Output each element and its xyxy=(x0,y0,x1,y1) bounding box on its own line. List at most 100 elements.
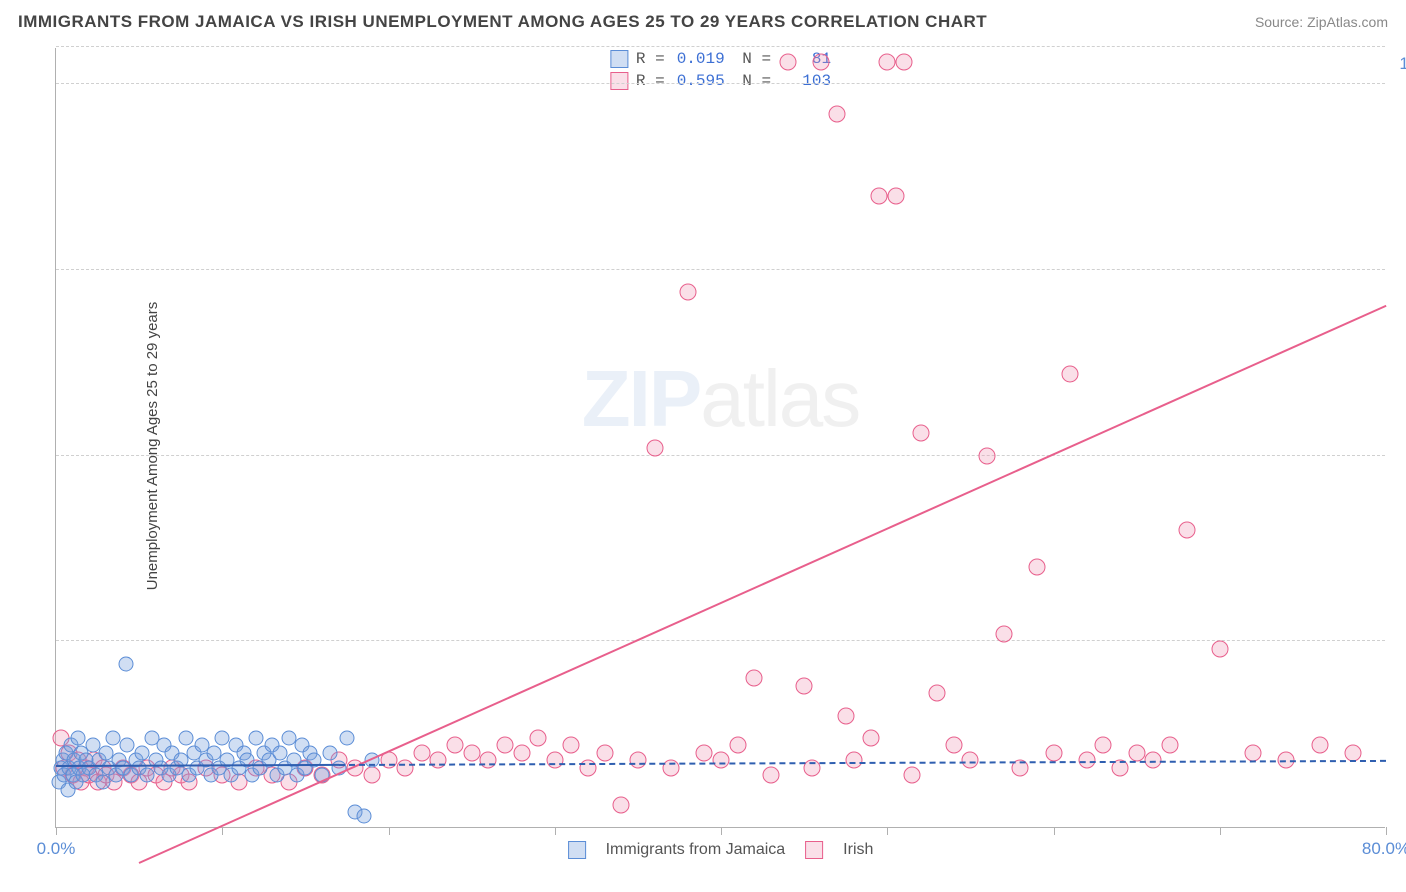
scatter-point xyxy=(108,768,123,783)
scatter-point xyxy=(945,737,962,754)
scatter-point xyxy=(114,759,131,776)
scatter-point xyxy=(1028,559,1045,576)
scatter-point xyxy=(247,759,264,776)
scatter-point xyxy=(215,730,230,745)
scatter-point xyxy=(1344,744,1361,761)
regression-line xyxy=(339,760,1386,766)
scatter-point xyxy=(363,767,380,784)
scatter-point xyxy=(123,768,138,783)
scatter-point xyxy=(912,425,929,442)
scatter-point xyxy=(195,738,210,753)
scatter-point xyxy=(197,759,214,776)
scatter-point xyxy=(120,738,135,753)
scatter-point xyxy=(248,730,263,745)
scatter-point xyxy=(89,774,106,791)
scatter-point xyxy=(211,760,226,775)
scatter-point xyxy=(1062,365,1079,382)
scatter-point xyxy=(53,760,68,775)
scatter-point xyxy=(182,768,197,783)
legend-label-series1: Immigrants from Jamaica xyxy=(606,841,786,859)
stats-row-series2: R =0.595 N =103 xyxy=(610,70,831,92)
scatter-point xyxy=(596,744,613,761)
regression-line xyxy=(139,305,1387,864)
scatter-point xyxy=(245,768,260,783)
scatter-point xyxy=(1178,521,1195,538)
scatter-point xyxy=(88,768,103,783)
scatter-point xyxy=(61,744,78,761)
gridline-horizontal xyxy=(56,455,1385,456)
scatter-point xyxy=(253,760,268,775)
scatter-point xyxy=(895,53,912,70)
scatter-point xyxy=(63,738,78,753)
scatter-point xyxy=(1095,737,1112,754)
scatter-point xyxy=(713,752,730,769)
scatter-point xyxy=(186,745,201,760)
x-tick xyxy=(1220,827,1221,835)
scatter-point xyxy=(281,730,296,745)
scatter-point xyxy=(106,774,123,791)
scatter-point xyxy=(580,759,597,776)
scatter-point xyxy=(231,760,246,775)
scatter-point xyxy=(52,775,67,790)
scatter-point xyxy=(181,774,198,791)
scatter-point xyxy=(85,738,100,753)
scatter-point xyxy=(356,808,371,823)
legend-label-series2: Irish xyxy=(843,841,873,859)
scatter-point xyxy=(870,187,887,204)
x-tick xyxy=(555,827,556,835)
scatter-point xyxy=(77,759,94,776)
scatter-point xyxy=(397,759,414,776)
scatter-point xyxy=(230,774,247,791)
scatter-point xyxy=(52,729,69,746)
watermark: ZIPatlas xyxy=(582,353,859,445)
scatter-point xyxy=(762,767,779,784)
scatter-point xyxy=(430,752,447,769)
scatter-point xyxy=(323,745,338,760)
x-tick xyxy=(1054,827,1055,835)
scatter-point xyxy=(546,752,563,769)
scatter-point xyxy=(303,745,318,760)
swatch-blue xyxy=(610,50,628,68)
scatter-point xyxy=(153,760,168,775)
scatter-point xyxy=(82,760,97,775)
x-tick xyxy=(887,827,888,835)
scatter-point xyxy=(75,768,90,783)
scatter-point xyxy=(81,767,98,784)
scatter-point xyxy=(629,752,646,769)
scatter-point xyxy=(214,767,231,784)
scatter-point xyxy=(57,768,72,783)
scatter-point xyxy=(663,759,680,776)
scatter-point xyxy=(102,760,117,775)
scatter-point xyxy=(270,768,285,783)
scatter-point xyxy=(348,805,363,820)
scatter-point xyxy=(73,745,88,760)
scatter-point xyxy=(157,738,172,753)
x-tick xyxy=(222,827,223,835)
scatter-point xyxy=(140,768,155,783)
scatter-point xyxy=(145,730,160,745)
scatter-point xyxy=(679,284,696,301)
x-tick xyxy=(56,827,57,835)
scatter-point xyxy=(172,767,189,784)
scatter-point xyxy=(447,737,464,754)
x-tick xyxy=(389,827,390,835)
scatter-point xyxy=(530,729,547,746)
scatter-point xyxy=(846,752,863,769)
scatter-point xyxy=(298,760,313,775)
scatter-point xyxy=(1245,744,1262,761)
scatter-point xyxy=(962,752,979,769)
scatter-point xyxy=(463,744,480,761)
x-tick-label: 0.0% xyxy=(37,839,76,859)
scatter-point xyxy=(796,677,813,694)
source-attribution: Source: ZipAtlas.com xyxy=(1255,14,1388,30)
scatter-point xyxy=(164,759,181,776)
scatter-point xyxy=(68,775,83,790)
scatter-point xyxy=(837,707,854,724)
scatter-point xyxy=(64,767,81,784)
scatter-point xyxy=(496,737,513,754)
scatter-point xyxy=(979,447,996,464)
scatter-point xyxy=(887,187,904,204)
scatter-point xyxy=(696,744,713,761)
scatter-point xyxy=(563,737,580,754)
scatter-point xyxy=(297,759,314,776)
